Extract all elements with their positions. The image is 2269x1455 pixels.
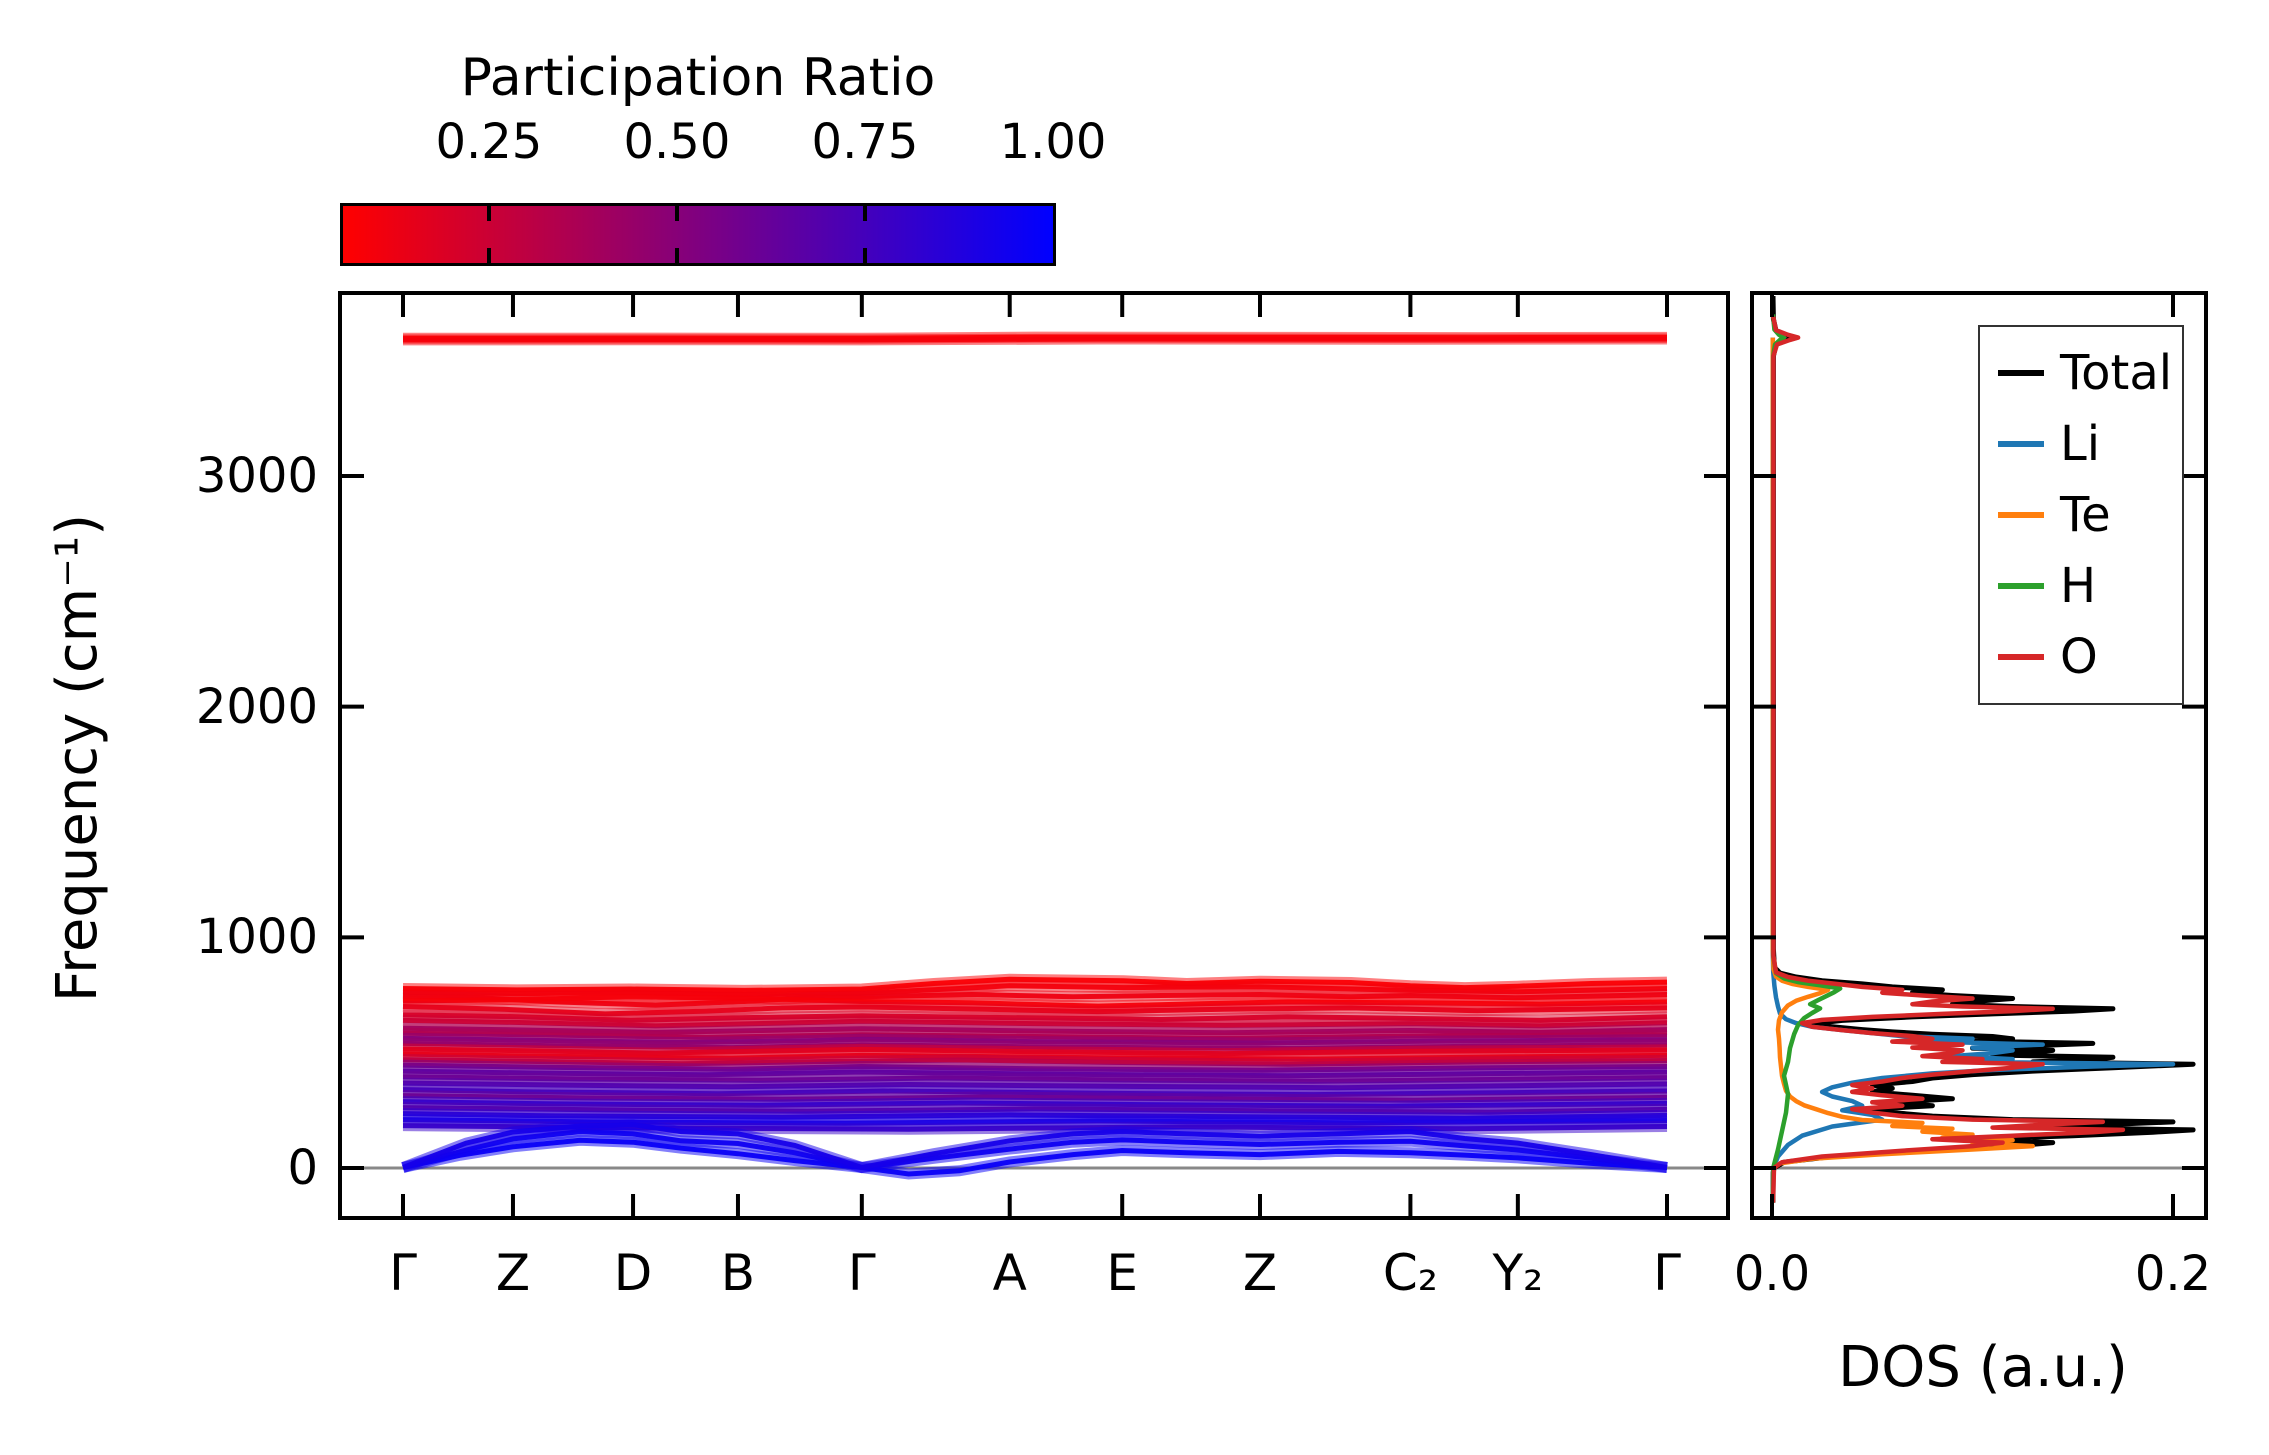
dos-tick-label: 0.2 [2134, 1246, 2212, 1302]
y-tick-label: 0 [287, 1140, 318, 1196]
dos-canvas [1750, 291, 2208, 1220]
phonon-band [402, 1074, 1668, 1084]
phonon-band [402, 1017, 1668, 1029]
phonon-band [402, 1105, 1668, 1115]
legend-entry-o: O [1998, 633, 2174, 681]
legend-entry-li: Li [1998, 420, 2174, 468]
legend-label: Li [2060, 415, 2101, 472]
legend-label: Total [2060, 344, 2173, 401]
legend-line-icon [1998, 654, 2044, 661]
dos-axis-label: DOS (a.u.) [1838, 1335, 2128, 1400]
phonon-band [402, 1137, 1668, 1177]
colorbar-tick [862, 206, 867, 221]
k-point-label: D [613, 1244, 653, 1302]
colorbar-tick [674, 248, 679, 263]
dos-plot [1746, 287, 2212, 1224]
phonon-band [402, 336, 1668, 343]
phonon-band [402, 1129, 1668, 1171]
colorbar-tick [486, 248, 491, 263]
k-point-label: Γ [1653, 1244, 1681, 1302]
k-point-label: Γ [847, 1244, 876, 1302]
legend-line-icon [1998, 583, 2044, 590]
colorbar-tick-label: 1.00 [999, 114, 1107, 170]
phonon-band [402, 994, 1668, 1009]
y-tick-label: 2000 [195, 678, 318, 735]
legend-line-icon [1998, 511, 2044, 518]
legend-entry-total: Total [1998, 349, 2174, 397]
colorbar-tick-label: 0.50 [623, 114, 731, 170]
phonon-band [402, 1117, 1668, 1126]
colorbar-tick [486, 206, 491, 221]
dos-curve-li [1770, 337, 2176, 1203]
band-structure-plot [334, 287, 1734, 1224]
k-point-label: Y₂ [1492, 1244, 1544, 1302]
phonon-band [402, 1093, 1668, 1103]
phonon-band [402, 1057, 1668, 1067]
legend-line-icon [1998, 440, 2044, 447]
dos-tick-label: 0.0 [1733, 1246, 1811, 1302]
k-point-label: Z [495, 1244, 531, 1302]
k-point-label: Γ [389, 1244, 417, 1302]
legend-label: Te [2060, 486, 2111, 543]
phonon-band [402, 1004, 1668, 1017]
legend-entry-te: Te [1998, 491, 2174, 539]
colorbar-title: Participation Ratio [460, 48, 936, 108]
colorbar [340, 203, 1056, 266]
band-structure-canvas [338, 291, 1730, 1220]
legend-entry-h: H [1998, 562, 2174, 610]
dos-curve-o [1770, 316, 2126, 1203]
k-point-label: C₂ [1382, 1244, 1438, 1302]
colorbar-tick-label: 0.75 [811, 114, 919, 170]
colorbar-tick-label: 0.25 [435, 114, 543, 170]
k-point-label: B [720, 1244, 756, 1302]
y-tick-label: 1000 [195, 909, 318, 966]
legend-label: H [2060, 558, 2097, 615]
k-point-label: E [1106, 1244, 1138, 1302]
colorbar-tick [674, 206, 679, 221]
phonon-band [402, 1122, 1668, 1171]
phonon-band [402, 1080, 1668, 1091]
legend-label: O [2060, 629, 2098, 686]
k-point-label: A [992, 1244, 1027, 1302]
colorbar-tick [862, 248, 867, 263]
legend-line-icon [1998, 369, 2044, 376]
dos-legend: Total Li Te H O [1978, 325, 2184, 705]
k-point-label: Z [1242, 1244, 1278, 1302]
y-tick-label: 3000 [195, 448, 318, 504]
